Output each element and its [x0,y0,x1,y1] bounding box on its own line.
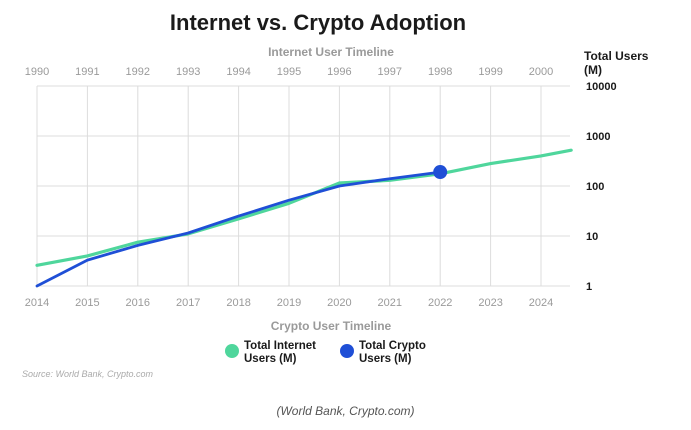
crypto-users-line [35,170,442,288]
legend-label-internet-line1: Total Internet [244,340,316,352]
top-x-tick-label: 1995 [277,66,301,78]
y-tick-label: 10 [586,231,598,243]
grid [36,85,570,287]
bottom-axis-title: Crypto User Timeline [271,319,392,333]
bottom-x-tick-label: 2019 [277,297,301,309]
y-tick-label: 1 [586,281,592,293]
caption: (World Bank, Crypto.com) [276,404,415,418]
legend-swatch-crypto [340,344,354,358]
top-x-tick-label: 1996 [327,66,351,78]
y-axis-title-line2: (M) [584,63,602,77]
top-x-tick-label: 2000 [529,66,553,78]
bottom-x-tick-label: 2018 [226,297,250,309]
source-text: Source: World Bank, Crypto.com [22,369,154,379]
y-tick-label: 1000 [586,131,610,143]
top-x-tick-label: 1998 [428,66,452,78]
top-x-tick-label: 1993 [176,66,200,78]
crypto-current-point [433,165,448,180]
ticks: 1990 1991 1992 1993 1994 1995 1996 1997 1998 1999… [25,66,617,309]
top-x-tick-label: 1997 [378,66,402,78]
bottom-x-tick-label: 2021 [378,297,402,309]
chart-title: Internet vs. Crypto Adoption [170,10,466,35]
legend: Total Internet Users (M) Total Crypto Us… [225,340,426,365]
top-x-tick-label: 1990 [25,66,49,78]
bottom-x-tick-label: 2015 [75,297,99,309]
bottom-x-tick-label: 2023 [478,297,502,309]
top-x-tick-label: 1999 [478,66,502,78]
bottom-x-tick-label: 2017 [176,297,200,309]
y-tick-label: 10000 [586,81,617,93]
bottom-x-tick-label: 2020 [327,297,351,309]
top-x-tick-label: 1992 [126,66,150,78]
top-axis-title: Internet User Timeline [268,45,394,59]
y-tick-label: 100 [586,181,604,193]
y-axis-title-line1: Total Users [584,49,649,63]
series [35,148,573,288]
legend-label-internet-line2: Users (M) [244,353,297,365]
legend-label-crypto-line1: Total Crypto [359,340,426,352]
top-x-tick-label: 1994 [226,66,250,78]
bottom-x-tick-label: 2016 [126,297,150,309]
bottom-x-tick-label: 2014 [25,297,49,309]
bottom-x-tick-label: 2022 [428,297,452,309]
legend-label-crypto-line2: Users (M) [359,353,412,365]
bottom-x-tick-label: 2024 [529,297,553,309]
legend-swatch-internet [225,344,239,358]
top-x-tick-label: 1991 [75,66,99,78]
